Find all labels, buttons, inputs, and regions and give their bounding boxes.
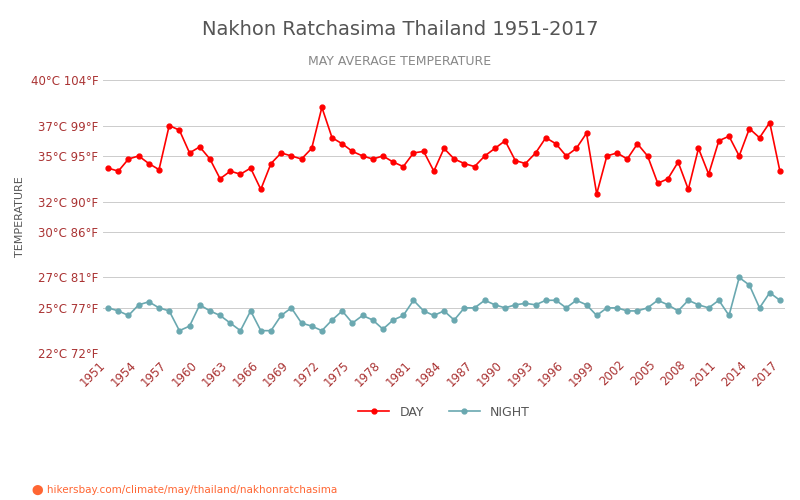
DAY [775,168,785,174]
Y-axis label: TEMPERATURE: TEMPERATURE [15,176,25,257]
NIGHT [388,317,398,323]
DAY [419,148,429,154]
NIGHT [174,328,184,334]
DAY [154,166,164,172]
Line: DAY: DAY [106,105,782,196]
DAY [388,159,398,165]
DAY [317,104,326,110]
NIGHT [419,308,429,314]
NIGHT [622,308,632,314]
DAY [592,191,602,197]
Text: ⬤ hikersbay.com/climate/may/thailand/nakhonratchasima: ⬤ hikersbay.com/climate/may/thailand/nak… [32,485,338,495]
NIGHT [775,298,785,304]
DAY [633,141,642,147]
Text: Nakhon Ratchasima Thailand 1951-2017: Nakhon Ratchasima Thailand 1951-2017 [202,20,598,39]
NIGHT [154,305,164,311]
NIGHT [724,312,734,318]
NIGHT [734,274,744,280]
DAY [103,165,113,171]
DAY [734,153,744,159]
Text: MAY AVERAGE TEMPERATURE: MAY AVERAGE TEMPERATURE [309,55,491,68]
Legend: DAY, NIGHT: DAY, NIGHT [353,401,535,424]
NIGHT [195,302,205,308]
DAY [185,150,194,156]
NIGHT [103,305,113,311]
Line: NIGHT: NIGHT [106,275,782,333]
